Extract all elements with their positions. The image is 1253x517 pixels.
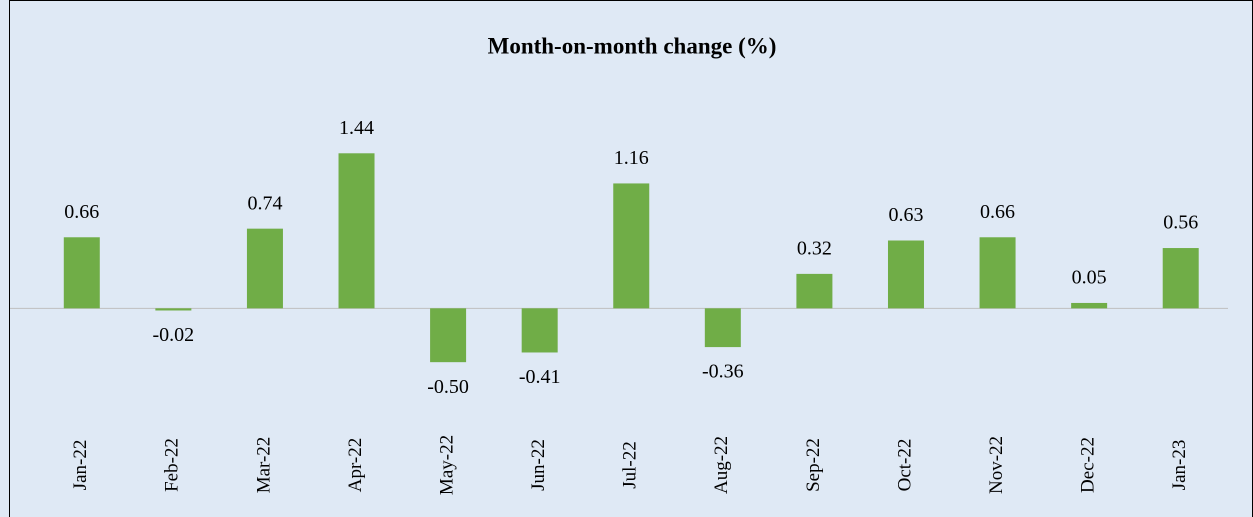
- bar: [887, 240, 924, 309]
- x-tick-label: Sep-22: [803, 438, 824, 492]
- data-label: 0.63: [888, 204, 923, 226]
- x-tick-label: Dec-22: [1077, 437, 1098, 493]
- x-tick-label: Feb-22: [162, 438, 183, 492]
- bar: [338, 153, 375, 309]
- bar: [246, 228, 283, 309]
- x-tick-label: Jun-22: [528, 439, 549, 491]
- x-tick-label: Mar-22: [253, 437, 274, 494]
- data-label: 0.56: [1163, 212, 1198, 234]
- bar: [704, 308, 741, 348]
- bar: [521, 308, 558, 353]
- data-label: -0.41: [519, 366, 561, 388]
- x-tick-label: Jul-22: [620, 441, 641, 489]
- data-label: 0.74: [247, 192, 282, 214]
- x-tick-label: Apr-22: [345, 438, 366, 493]
- data-label: 1.44: [339, 117, 374, 139]
- x-tick-label: Jan-22: [70, 440, 91, 491]
- data-label: 0.32: [797, 237, 832, 259]
- bar: [796, 273, 833, 309]
- chart-title: Month-on-month change (%): [488, 33, 777, 58]
- bar: [979, 237, 1016, 309]
- x-tick-label: Nov-22: [986, 436, 1007, 494]
- data-label: 0.05: [1072, 267, 1107, 289]
- bar: [613, 183, 650, 309]
- x-tick-label: Aug-22: [711, 436, 732, 494]
- x-tick-label: May-22: [436, 435, 457, 495]
- data-label: 0.66: [980, 201, 1015, 223]
- data-label: -0.36: [702, 361, 744, 383]
- bar: [63, 237, 100, 309]
- bar: [155, 308, 192, 311]
- data-label: 1.16: [614, 147, 649, 169]
- bar: [430, 308, 467, 363]
- x-tick-label: Jan-23: [1169, 440, 1190, 491]
- bar: [1162, 248, 1199, 309]
- x-tick-label: Oct-22: [894, 439, 915, 492]
- data-label: -0.50: [427, 376, 469, 398]
- data-label: -0.02: [153, 324, 195, 346]
- data-label: 0.66: [64, 201, 99, 223]
- bar: [1071, 302, 1108, 309]
